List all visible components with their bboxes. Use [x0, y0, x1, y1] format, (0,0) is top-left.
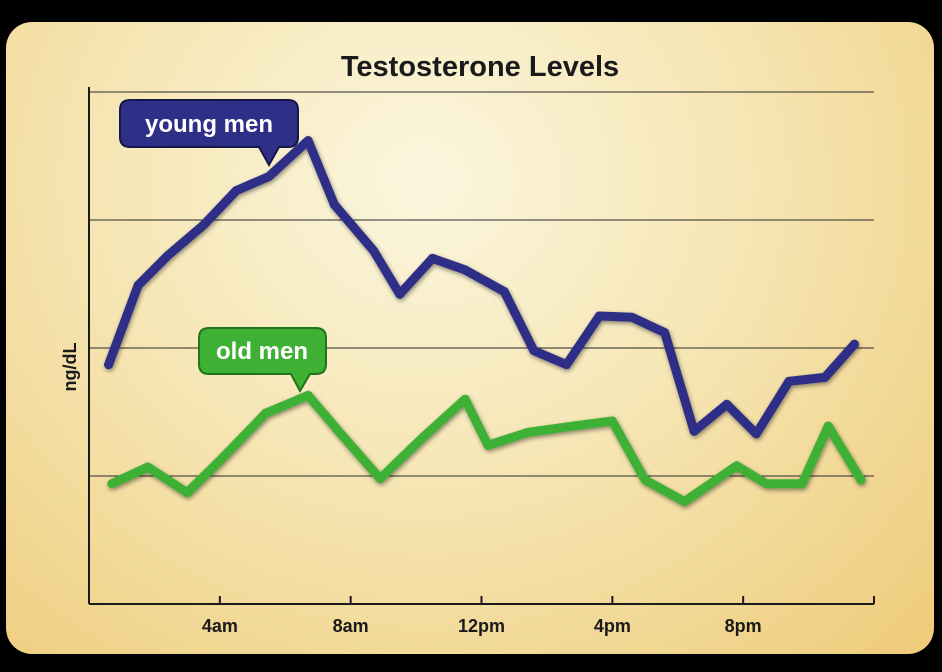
series-point — [231, 186, 241, 196]
series-point — [375, 474, 385, 484]
series-point — [303, 136, 313, 146]
series-point — [820, 372, 830, 382]
series-line — [104, 136, 859, 439]
callout-young-men-label: young men — [145, 111, 273, 138]
series-point — [823, 421, 833, 431]
series-point — [427, 253, 437, 263]
series-point — [303, 390, 313, 400]
series-point — [761, 479, 771, 489]
series-point — [751, 429, 761, 439]
series-point — [594, 311, 604, 321]
series-lines — [104, 136, 866, 507]
x-tick-label: 4pm — [594, 616, 631, 636]
series-point — [395, 289, 405, 299]
x-ticks: 4am 8am 12pm 4pm 8pm — [202, 596, 875, 636]
series-point — [562, 360, 572, 370]
series-point — [261, 408, 271, 418]
series-point — [849, 339, 859, 349]
x-tick-label: 8pm — [725, 616, 762, 636]
series-point — [163, 251, 172, 261]
chart-title: Testosterone Levels — [341, 51, 619, 83]
series-point — [568, 421, 578, 431]
series-point — [460, 265, 470, 275]
series-point — [369, 246, 379, 256]
testosterone-chart: Testosterone Levels ng/dL 4am 8am 12pm 4pm 8… — [60, 51, 875, 636]
callout-old-men-bubble — [198, 327, 327, 394]
series-point — [722, 399, 732, 409]
series-point — [104, 360, 114, 370]
series-point — [133, 280, 143, 290]
series-point — [215, 456, 225, 466]
series-point — [336, 429, 346, 439]
series-point — [483, 440, 493, 450]
series-point — [660, 328, 670, 338]
series-point — [460, 394, 470, 404]
y-axis-label: ng/dL — [60, 343, 80, 392]
x-tick-label: 4am — [202, 616, 238, 636]
series-point — [529, 346, 539, 356]
series-point — [627, 312, 637, 322]
series-point — [264, 171, 274, 181]
series-point — [732, 461, 742, 471]
series-point — [784, 376, 794, 386]
series-point — [418, 433, 428, 443]
series-point — [856, 475, 866, 485]
chart-card: Testosterone Levels ng/dL 4am 8am 12pm 4pm 8… — [6, 22, 934, 654]
series-point — [679, 497, 689, 507]
callout-young-men-bubble — [119, 99, 299, 168]
series-point — [198, 220, 208, 230]
series-point — [522, 427, 532, 437]
callout-young-men: young men — [119, 99, 299, 168]
series-point — [143, 462, 153, 472]
callout-old-men: old men — [198, 327, 327, 394]
series-point — [107, 479, 117, 489]
series-point — [182, 488, 192, 498]
series-point — [499, 287, 509, 297]
callout-old-men-label: old men — [216, 338, 308, 365]
series-point — [329, 200, 339, 210]
series-point — [607, 416, 617, 426]
series-point — [797, 479, 807, 489]
series-point — [689, 426, 699, 436]
x-tick-label: 8am — [333, 616, 369, 636]
series-point — [640, 475, 650, 485]
x-tick-label: 12pm — [458, 616, 505, 636]
